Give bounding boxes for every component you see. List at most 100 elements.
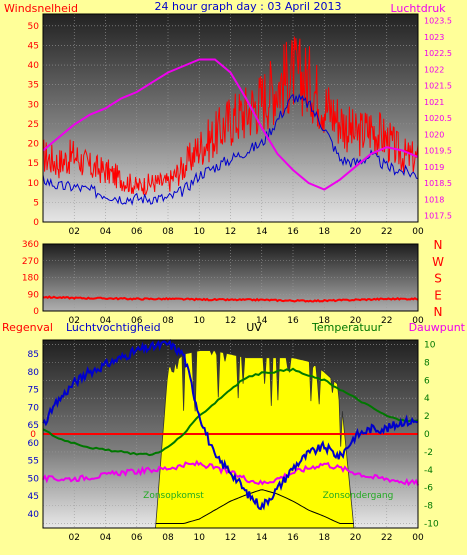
y-tick-label-left: 80 (28, 368, 40, 378)
x-tick-label: 06 (131, 227, 143, 237)
y-tick-label-left: 45 (28, 492, 39, 502)
sunset-label: Zonsondergang (323, 491, 394, 501)
x-tick-label: 02 (69, 316, 80, 326)
y-tick-label-right: -6 (424, 484, 433, 494)
y-tick-label-right: -4 (424, 466, 433, 476)
y-tick-label-left: 25 (28, 120, 39, 130)
x-tick-label: 16 (287, 227, 299, 237)
x-tick-label: 22 (381, 227, 392, 237)
y-tick-label-right: 1021 (424, 98, 444, 107)
x-tick-label: 10 (194, 316, 206, 326)
y-tick-label-right: 1022 (424, 65, 444, 74)
y-tick-label-left: 15 (28, 159, 39, 169)
y-tick-label-right: 1020 (424, 130, 444, 139)
x-tick-label: 14 (256, 533, 268, 543)
x-tick-label: 00 (412, 227, 424, 237)
direction-label: E (434, 288, 442, 302)
direction-label: N (434, 305, 443, 319)
left-axis-label: Windsnelheid (4, 2, 78, 15)
y-tick-label-left: 70 (28, 403, 40, 413)
y-tick-label-right: 1021.5 (424, 82, 452, 91)
y-tick-label-left: 65 (28, 421, 39, 431)
y-tick-label-left: 0 (33, 218, 39, 228)
y-tick-label-left: 30 (28, 100, 40, 110)
x-tick-label: 08 (162, 227, 174, 237)
tick-labels: 051015202530354045501017.510181018.51019… (28, 17, 452, 238)
tick-labels: 40455055606570758085-10-8-6-4-2024681002… (28, 340, 439, 543)
x-tick-label: 04 (100, 533, 112, 543)
y-tick-label-left: 5 (33, 198, 39, 208)
dewpoint-label: Dauwpunt (409, 321, 466, 334)
sunrise-label: Zonsopkomst (143, 491, 204, 501)
x-tick-label: 18 (319, 316, 331, 326)
plot-frame (42, 13, 419, 223)
x-tick-label: 14 (256, 316, 268, 326)
uv-label: UV (246, 321, 262, 334)
x-tick-label: 04 (100, 316, 112, 326)
temperature-line (42, 367, 419, 457)
x-tick-label: 00 (412, 316, 424, 326)
x-tick-label: 02 (69, 227, 80, 237)
y-tick-label-right: 1023 (424, 33, 444, 42)
climate-chart: 40455055606570758085-10-8-6-4-2024681002… (2, 321, 466, 543)
y-tick-label-left: 75 (28, 386, 39, 396)
uv-line (155, 350, 355, 529)
y-tick-label-left: 180 (22, 274, 39, 284)
y-tick-label-right: 1023.5 (424, 17, 452, 26)
solar-line (155, 489, 354, 524)
y-tick-label-right: 8 (424, 358, 430, 368)
humidity-label: Luchtvochtigheid (66, 321, 161, 334)
y-tick-label-left: 90 (28, 290, 40, 300)
y-tick-label-right: -8 (424, 502, 433, 512)
x-tick-label: 00 (412, 533, 424, 543)
x-tick-label: 18 (319, 533, 331, 543)
temperature-label: Temperatuur (311, 321, 383, 334)
x-tick-label: 12 (225, 533, 236, 543)
wind-direction-line (42, 295, 419, 303)
direction-label: S (434, 272, 442, 286)
x-tick-label: 02 (69, 533, 80, 543)
y-tick-label-right: 1017.5 (424, 212, 452, 221)
y-tick-label-left: 40 (28, 510, 40, 520)
x-tick-label: 08 (162, 316, 174, 326)
x-tick-label: 06 (131, 316, 143, 326)
x-tick-label: 06 (131, 533, 143, 543)
x-tick-label: 14 (256, 227, 268, 237)
series-marks (42, 36, 419, 206)
x-tick-label: 10 (194, 227, 206, 237)
y-tick-label-right: 1022.5 (424, 49, 452, 58)
wind-pressure-chart: 051015202530354045501017.510181018.51019… (4, 0, 452, 237)
y-tick-label-left: 50 (28, 474, 40, 484)
y-tick-label-right: 2 (424, 412, 430, 422)
y-tick-label-right: -2 (424, 448, 433, 458)
x-tick-label: 12 (225, 227, 236, 237)
y-tick-label-right: 1019 (424, 163, 444, 172)
x-tick-label: 04 (100, 227, 112, 237)
x-tick-label: 20 (350, 227, 362, 237)
y-tick-label-left: 50 (28, 22, 40, 32)
rain-label: Regenval (2, 321, 53, 334)
x-tick-label: 20 (350, 533, 362, 543)
y-tick-label-right: -10 (424, 520, 439, 530)
y-tick-label-left: 45 (28, 41, 39, 51)
y-tick-label-left: 55 (28, 457, 39, 467)
uv-area (155, 350, 354, 528)
y-tick-label-right: 4 (424, 394, 430, 404)
y-tick-label-right: 1019.5 (424, 147, 452, 156)
direction-label: W (432, 255, 444, 269)
x-tick-label: 20 (350, 316, 362, 326)
x-tick-label: 18 (319, 227, 331, 237)
y-tick-label-left: 0 (33, 307, 39, 317)
pressure-line (42, 58, 419, 191)
humidity-line (42, 338, 419, 511)
plot-frame (42, 339, 419, 529)
y-tick-label-right: 1018.5 (424, 179, 452, 188)
y-tick-label-left: 85 (28, 350, 39, 360)
y-tick-label-right: 1020.5 (424, 114, 452, 123)
wind-gust-line (42, 93, 419, 206)
y-tick-label-left: 360 (22, 240, 39, 250)
x-tick-label: 22 (381, 533, 392, 543)
y-tick-label-left: 270 (22, 257, 39, 267)
y-tick-label-right: 1018 (424, 195, 444, 204)
